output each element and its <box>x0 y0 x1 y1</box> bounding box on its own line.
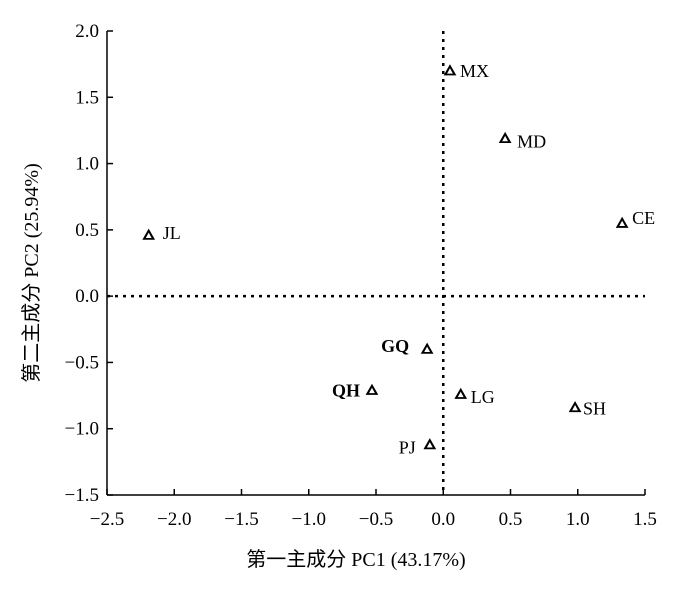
point-label-sh: SH <box>583 399 606 419</box>
y-axis-ticks: −1.5 −1.0 −0.5 0.0 0.5 1.0 1.5 2.0 <box>65 21 113 506</box>
reference-lines <box>107 31 645 495</box>
point-label-jl: JL <box>163 223 181 243</box>
data-points: MX MD CE JL GQ QH LG SH PJ <box>142 61 655 458</box>
data-point-inner-pj <box>426 442 433 448</box>
y-tick-label: −0.5 <box>65 352 99 373</box>
point-label-pj: PJ <box>399 438 416 458</box>
data-point-inner-qh <box>369 387 375 394</box>
y-tick-label: 0.5 <box>75 220 99 241</box>
x-tick-label: 1.5 <box>633 509 657 530</box>
x-tick-label: −2.0 <box>157 509 191 530</box>
data-point-inner-mx <box>447 68 453 74</box>
data-point-inner-ce <box>619 220 626 227</box>
point-label-ce: CE <box>632 208 655 228</box>
y-tick-label: 1.0 <box>75 154 99 175</box>
data-point-inner-jl <box>145 232 152 238</box>
y-tick-label: −1.5 <box>65 485 99 506</box>
y-axis-title: 第二主成分 PC2 (25.94%) <box>20 163 43 382</box>
data-point-inner-md <box>502 135 509 142</box>
x-tick-label: −0.5 <box>359 509 393 530</box>
x-axis-title: 第一主成分 PC1 (43.17%) <box>246 548 465 571</box>
x-axis-ticks: −2.5 −2.0 −1.5 −1.0 −0.5 0.0 0.5 1.0 1.5 <box>90 489 657 530</box>
point-label-gq: GQ <box>381 336 409 356</box>
x-tick-label: 0.5 <box>499 509 523 530</box>
x-tick-label: −1.5 <box>224 509 258 530</box>
y-tick-label: 2.0 <box>75 21 99 42</box>
data-point-inner-gq <box>424 346 431 352</box>
y-tick-label: −1.0 <box>65 419 99 440</box>
x-tick-label: 0.0 <box>431 509 455 530</box>
point-label-md: MD <box>517 131 546 151</box>
data-point-inner-lg <box>457 391 464 398</box>
x-tick-label: −1.0 <box>292 509 326 530</box>
y-tick-label: 1.5 <box>75 87 99 108</box>
point-label-qh: QH <box>332 380 360 400</box>
x-tick-label: −2.5 <box>90 509 124 530</box>
data-point-inner-sh <box>572 405 578 411</box>
y-tick-label: 0.0 <box>75 286 99 307</box>
axes <box>106 31 645 496</box>
x-tick-label: 1.0 <box>566 509 590 530</box>
point-label-lg: LG <box>471 387 495 407</box>
point-label-mx: MX <box>460 61 489 81</box>
